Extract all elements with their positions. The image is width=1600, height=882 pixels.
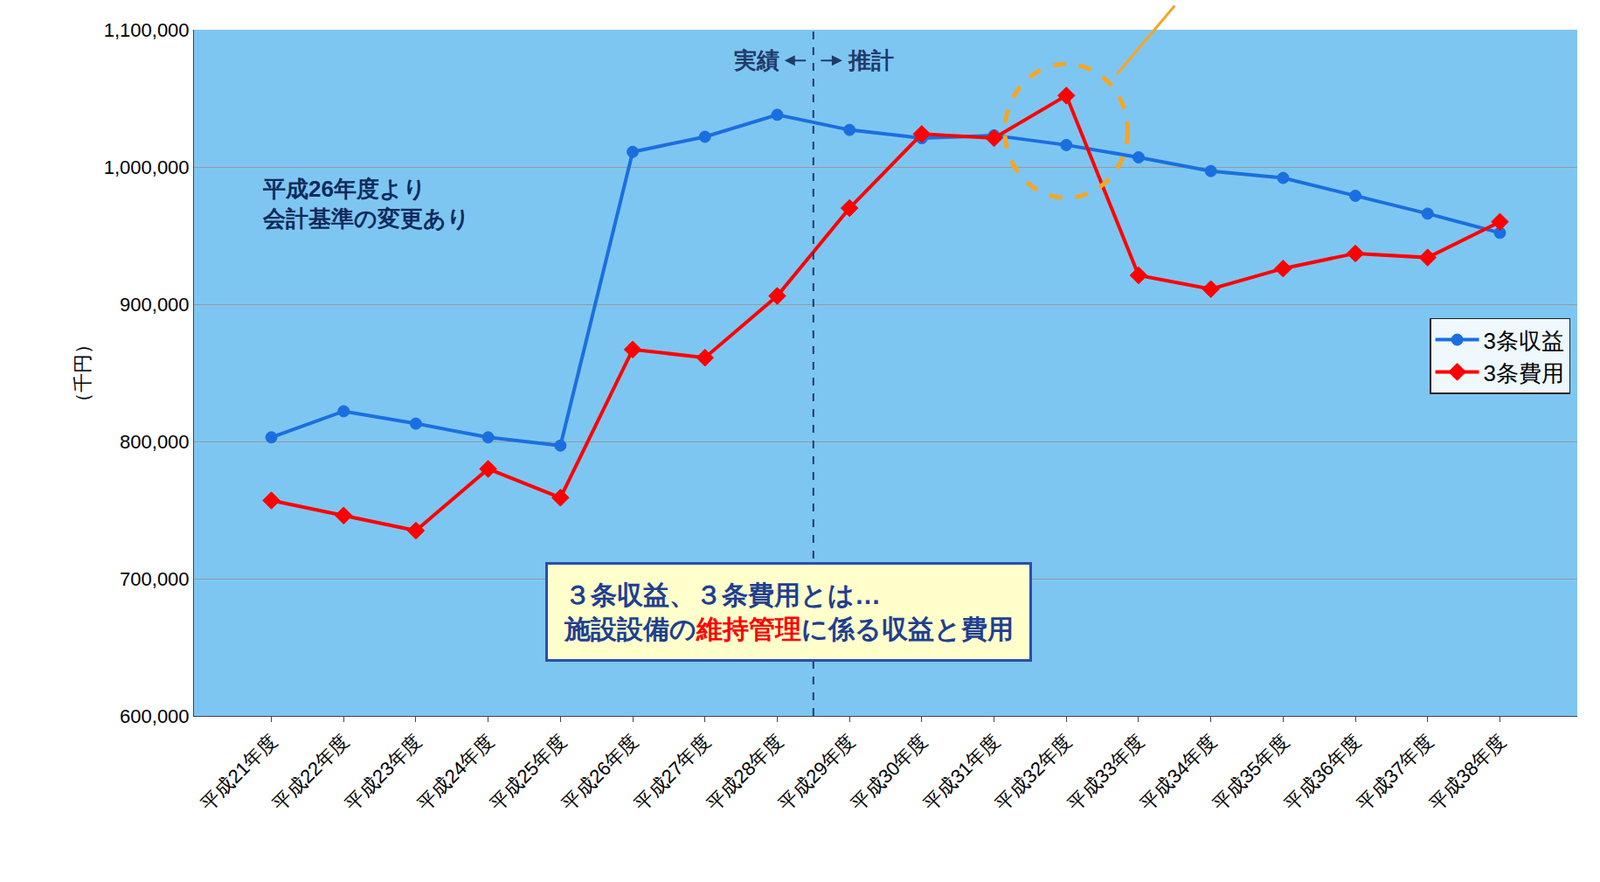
svg-text:平成38年度: 平成38年度 xyxy=(1425,729,1510,815)
svg-text:推計: 推計 xyxy=(847,47,894,74)
svg-text:3条費用: 3条費用 xyxy=(1483,360,1565,387)
svg-text:600,000: 600,000 xyxy=(119,705,190,728)
svg-text:1,000,000: 1,000,000 xyxy=(103,156,190,179)
svg-text:平成37年度: 平成37年度 xyxy=(1352,729,1438,815)
svg-text:平成24年度: 平成24年度 xyxy=(413,729,499,815)
svg-text:800,000: 800,000 xyxy=(119,430,190,453)
svg-text:実績: 実績 xyxy=(733,47,780,74)
svg-text:平成28年度: 平成28年度 xyxy=(702,729,788,815)
svg-text:（千円）: （千円） xyxy=(71,334,94,412)
svg-text:３条収益、３条費用とは…施設設備の維持管理に係る収益と費用: ３条収益、３条費用とは…施設設備の維持管理に係る収益と費用 xyxy=(563,580,1014,644)
svg-text:平成21年度: 平成21年度 xyxy=(196,729,282,815)
svg-text:700,000: 700,000 xyxy=(119,567,190,590)
svg-text:平成35年度: 平成35年度 xyxy=(1207,729,1293,815)
svg-text:平成32年度: 平成32年度 xyxy=(990,729,1076,815)
svg-text:1,100,000: 1,100,000 xyxy=(103,19,190,42)
svg-text:平成33年度: 平成33年度 xyxy=(1063,729,1149,815)
svg-text:平成25年度: 平成25年度 xyxy=(484,729,570,815)
svg-text:平成26年度: 平成26年度 xyxy=(557,729,643,815)
svg-text:平成23年度: 平成23年度 xyxy=(340,729,426,815)
svg-text:平成29年度: 平成29年度 xyxy=(774,729,859,815)
svg-text:平成34年度: 平成34年度 xyxy=(1135,729,1221,815)
svg-text:平成36年度: 平成36年度 xyxy=(1280,729,1365,815)
svg-text:平成31年度: 平成31年度 xyxy=(919,729,1005,815)
svg-text:900,000: 900,000 xyxy=(119,293,190,316)
svg-text:3条収益: 3条収益 xyxy=(1483,327,1565,354)
svg-text:平成27年度: 平成27年度 xyxy=(630,729,715,815)
svg-text:平成30年度: 平成30年度 xyxy=(846,729,932,815)
svg-text:平成22年度: 平成22年度 xyxy=(268,729,354,815)
svg-text:平成26年度より会計基準の変更あり: 平成26年度より会計基準の変更あり xyxy=(262,175,471,232)
